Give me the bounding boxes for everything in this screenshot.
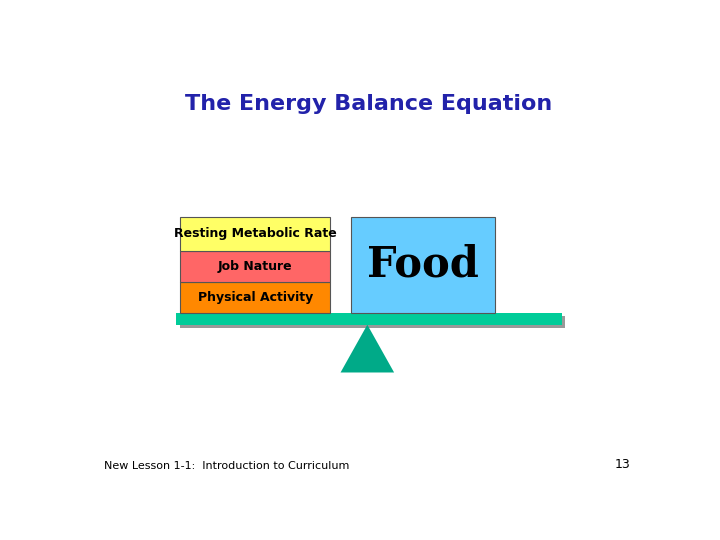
Bar <box>176 313 562 325</box>
Text: Physical Activity: Physical Activity <box>197 291 312 304</box>
Text: The Energy Balance Equation: The Energy Balance Equation <box>185 94 553 114</box>
Polygon shape <box>341 325 394 373</box>
Text: Job Nature: Job Nature <box>218 260 292 273</box>
Bar <box>351 217 495 313</box>
Text: 13: 13 <box>614 458 630 471</box>
Text: Resting Metabolic Rate: Resting Metabolic Rate <box>174 227 336 240</box>
Text: Food: Food <box>367 244 479 286</box>
Text: New Lesson 1-1:  Introduction to Curriculum: New Lesson 1-1: Introduction to Curricul… <box>104 462 349 471</box>
Bar <box>181 282 330 313</box>
Bar <box>181 251 330 282</box>
Bar <box>181 217 330 251</box>
Bar <box>181 316 565 328</box>
